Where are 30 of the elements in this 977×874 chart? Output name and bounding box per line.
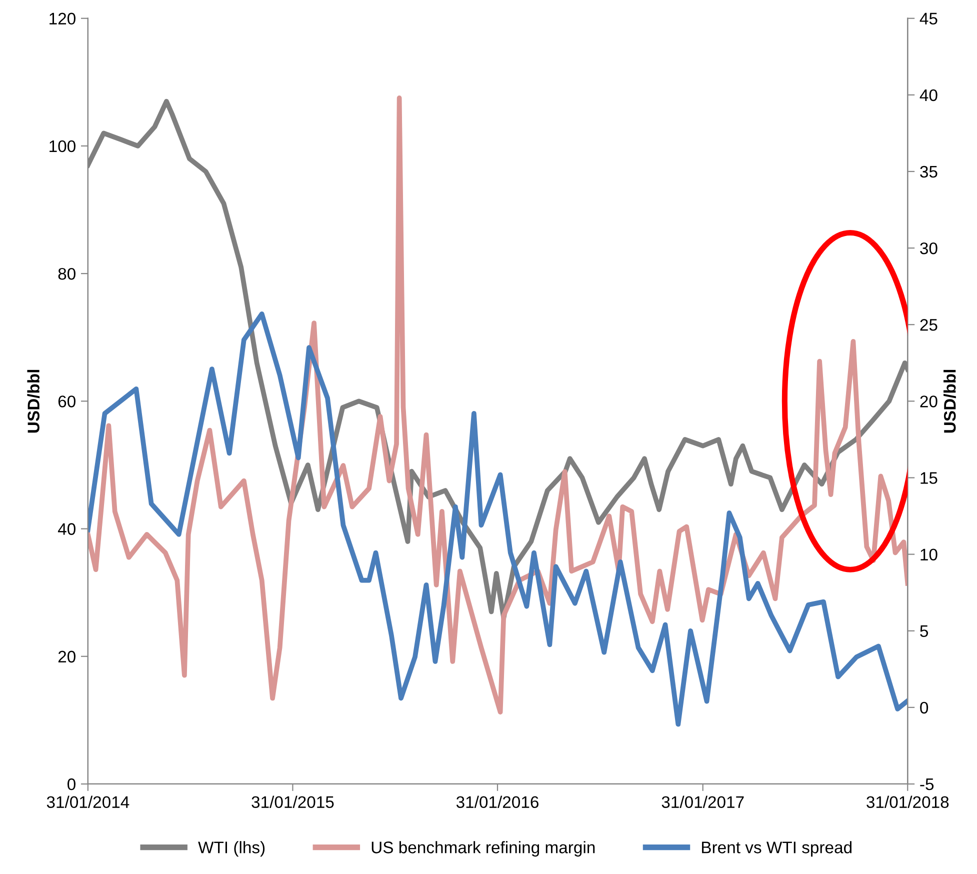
y-tick-label: 120 — [50, 12, 76, 25]
y-tick-label: 0 — [68, 778, 76, 790]
y-axis-title: USD/bbl — [27, 370, 40, 433]
x-tick-label: 31/01/2014 — [46, 796, 130, 808]
y-tick-label: 60 — [58, 396, 76, 408]
y2-tick-label: -5 — [920, 778, 934, 790]
y-tick-label: 80 — [58, 268, 76, 280]
line-series — [88, 96, 908, 714]
y-tick-label: 20 — [58, 650, 76, 663]
y-tick-label: 100 — [50, 140, 76, 152]
line-series — [88, 311, 908, 727]
legend-label: US benchmark refining margin — [372, 841, 595, 857]
y2-axis-title: USD/bbl — [944, 370, 956, 433]
y2-tick-label: 30 — [920, 242, 938, 254]
y2-tick-label: 15 — [920, 472, 938, 484]
legend-label: Brent vs WTI spread — [702, 841, 852, 857]
y2-tick-label: 10 — [920, 548, 938, 560]
y2-tick-label: 40 — [920, 89, 938, 102]
x-tick-label: 31/01/2018 — [866, 796, 949, 808]
x-tick-label: 31/01/2017 — [662, 796, 744, 808]
legend-label: WTI (lhs) — [198, 841, 265, 857]
y2-tick-label: 35 — [920, 166, 938, 178]
y-tick-label: 40 — [58, 523, 76, 535]
x-tick-label: 31/01/2016 — [456, 796, 538, 808]
y2-tick-label: 25 — [920, 319, 938, 331]
y2-tick-label: 45 — [920, 12, 938, 25]
y2-tick-label: 0 — [920, 702, 928, 714]
y2-tick-label: 5 — [920, 625, 928, 638]
y2-tick-label: 20 — [920, 396, 938, 408]
x-tick-label: 31/01/2015 — [252, 796, 334, 808]
